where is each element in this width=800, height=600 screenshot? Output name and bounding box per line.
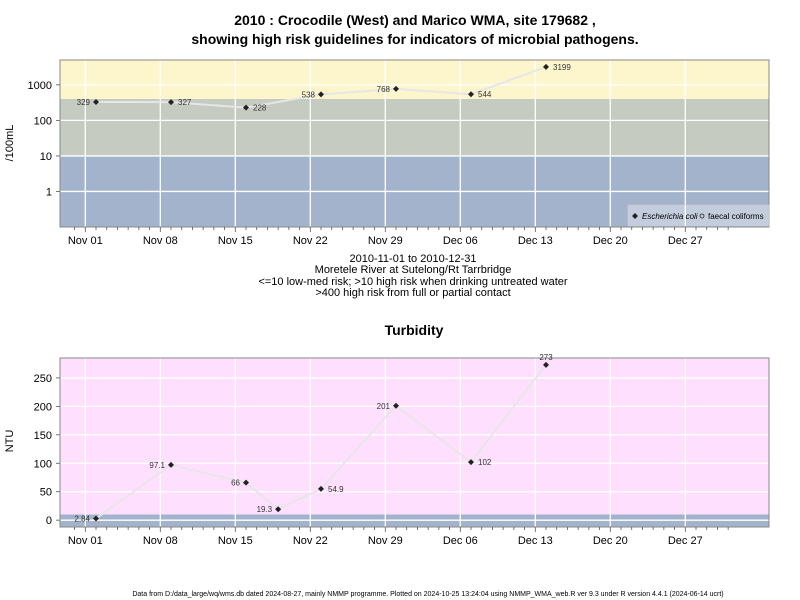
data-point — [168, 461, 174, 468]
plot-area — [60, 358, 769, 527]
data-label: 66 — [231, 479, 240, 488]
x-tick-label: Dec 13 — [518, 235, 553, 247]
data-label: 54.9 — [328, 485, 344, 494]
legend-entry: faecal coliforms — [708, 212, 764, 221]
x-tick-label: Nov 01 — [68, 235, 103, 247]
data-point — [275, 506, 282, 513]
legend-marker-hollow — [699, 213, 705, 219]
caption-line: 2010-11-01 to 2010-12-31 — [349, 253, 476, 265]
y-tick-label: 250 — [34, 373, 52, 385]
x-tick-label: Nov 29 — [368, 235, 403, 247]
data-point — [168, 99, 174, 106]
x-tick-label: Nov 01 — [68, 535, 103, 547]
caption-line: >400 high risk from full or partial cont… — [315, 287, 510, 299]
data-label: 19.3 — [257, 505, 273, 514]
x-tick-label: Dec 20 — [593, 235, 628, 247]
data-point — [93, 98, 99, 105]
y-axis-label-top: /100mL — [4, 125, 16, 162]
data-point — [393, 85, 399, 92]
x-tick-label: Dec 27 — [668, 535, 703, 547]
y-tick-label: 0 — [46, 515, 52, 527]
x-tick-label: Nov 15 — [218, 235, 253, 247]
data-point — [243, 479, 249, 486]
y-tick-label: 200 — [34, 401, 52, 413]
data-label: 102 — [478, 458, 492, 467]
x-tick-label: Dec 13 — [518, 535, 553, 547]
x-tick-label: Dec 06 — [443, 535, 478, 547]
series-line — [95, 364, 547, 520]
data-label: 768 — [377, 85, 391, 94]
data-label: 97.1 — [149, 461, 165, 470]
data-label: 228 — [253, 104, 267, 113]
caption-line: <=10 low-med risk; >10 high risk when dr… — [258, 276, 567, 288]
y-tick-label: 100 — [34, 458, 52, 470]
x-tick-label: Nov 15 — [218, 535, 253, 547]
footer-note: Data from D:/data_large/wq/wms.db dated … — [132, 591, 723, 598]
data-point — [543, 361, 549, 368]
x-tick-label: Dec 20 — [593, 535, 628, 547]
data-label: 538 — [302, 90, 316, 99]
x-tick-label: Nov 22 — [293, 535, 328, 547]
plot-frame — [59, 357, 770, 528]
y-tick-label: 100 — [34, 115, 52, 127]
data-point — [243, 104, 249, 111]
data-point — [393, 402, 399, 409]
data-point — [468, 459, 474, 466]
data-label: 327 — [178, 98, 192, 107]
y-tick-label: 10 — [40, 151, 52, 163]
x-tick-label: Nov 22 — [293, 235, 328, 247]
data-label: 201 — [377, 402, 391, 411]
data-point — [318, 91, 324, 98]
data-label: 3199 — [553, 63, 571, 72]
chart-subtitle: showing high risk guidelines for indicat… — [191, 31, 638, 47]
risk-band — [60, 60, 769, 99]
legend-entry: Escherichia coli — [642, 212, 698, 221]
x-tick-label: Nov 29 — [368, 535, 403, 547]
plot-frame — [59, 59, 770, 228]
data-point — [543, 63, 549, 70]
chart-title: 2010 : Crocodile (West) and Marico WMA, … — [234, 12, 596, 28]
caption-line: Moretele River at Sutelong/Rt Tarrbridge — [315, 264, 512, 276]
x-tick-label: Dec 06 — [443, 235, 478, 247]
y-tick-label: 1 — [46, 186, 52, 198]
y-tick-label: 50 — [40, 487, 52, 499]
data-point — [93, 515, 99, 522]
turbidity-title: Turbidity — [385, 322, 444, 338]
data-label: 273 — [539, 353, 553, 362]
data-label: 2.84 — [74, 515, 90, 524]
x-tick-label: Dec 27 — [668, 235, 703, 247]
data-point — [468, 91, 474, 98]
legend-box — [627, 204, 770, 227]
y-tick-label: 1000 — [28, 80, 52, 92]
data-point — [318, 485, 324, 492]
y-axis-label-bottom: NTU — [4, 430, 16, 453]
risk-band — [60, 358, 769, 515]
y-tick-label: 150 — [34, 430, 52, 442]
plot-area — [60, 60, 769, 227]
data-label: 329 — [77, 98, 91, 107]
risk-band — [60, 98, 769, 156]
x-tick-label: Nov 08 — [143, 535, 178, 547]
legend-marker-filled — [632, 213, 638, 219]
data-label: 544 — [478, 90, 492, 99]
x-tick-label: Nov 08 — [143, 235, 178, 247]
